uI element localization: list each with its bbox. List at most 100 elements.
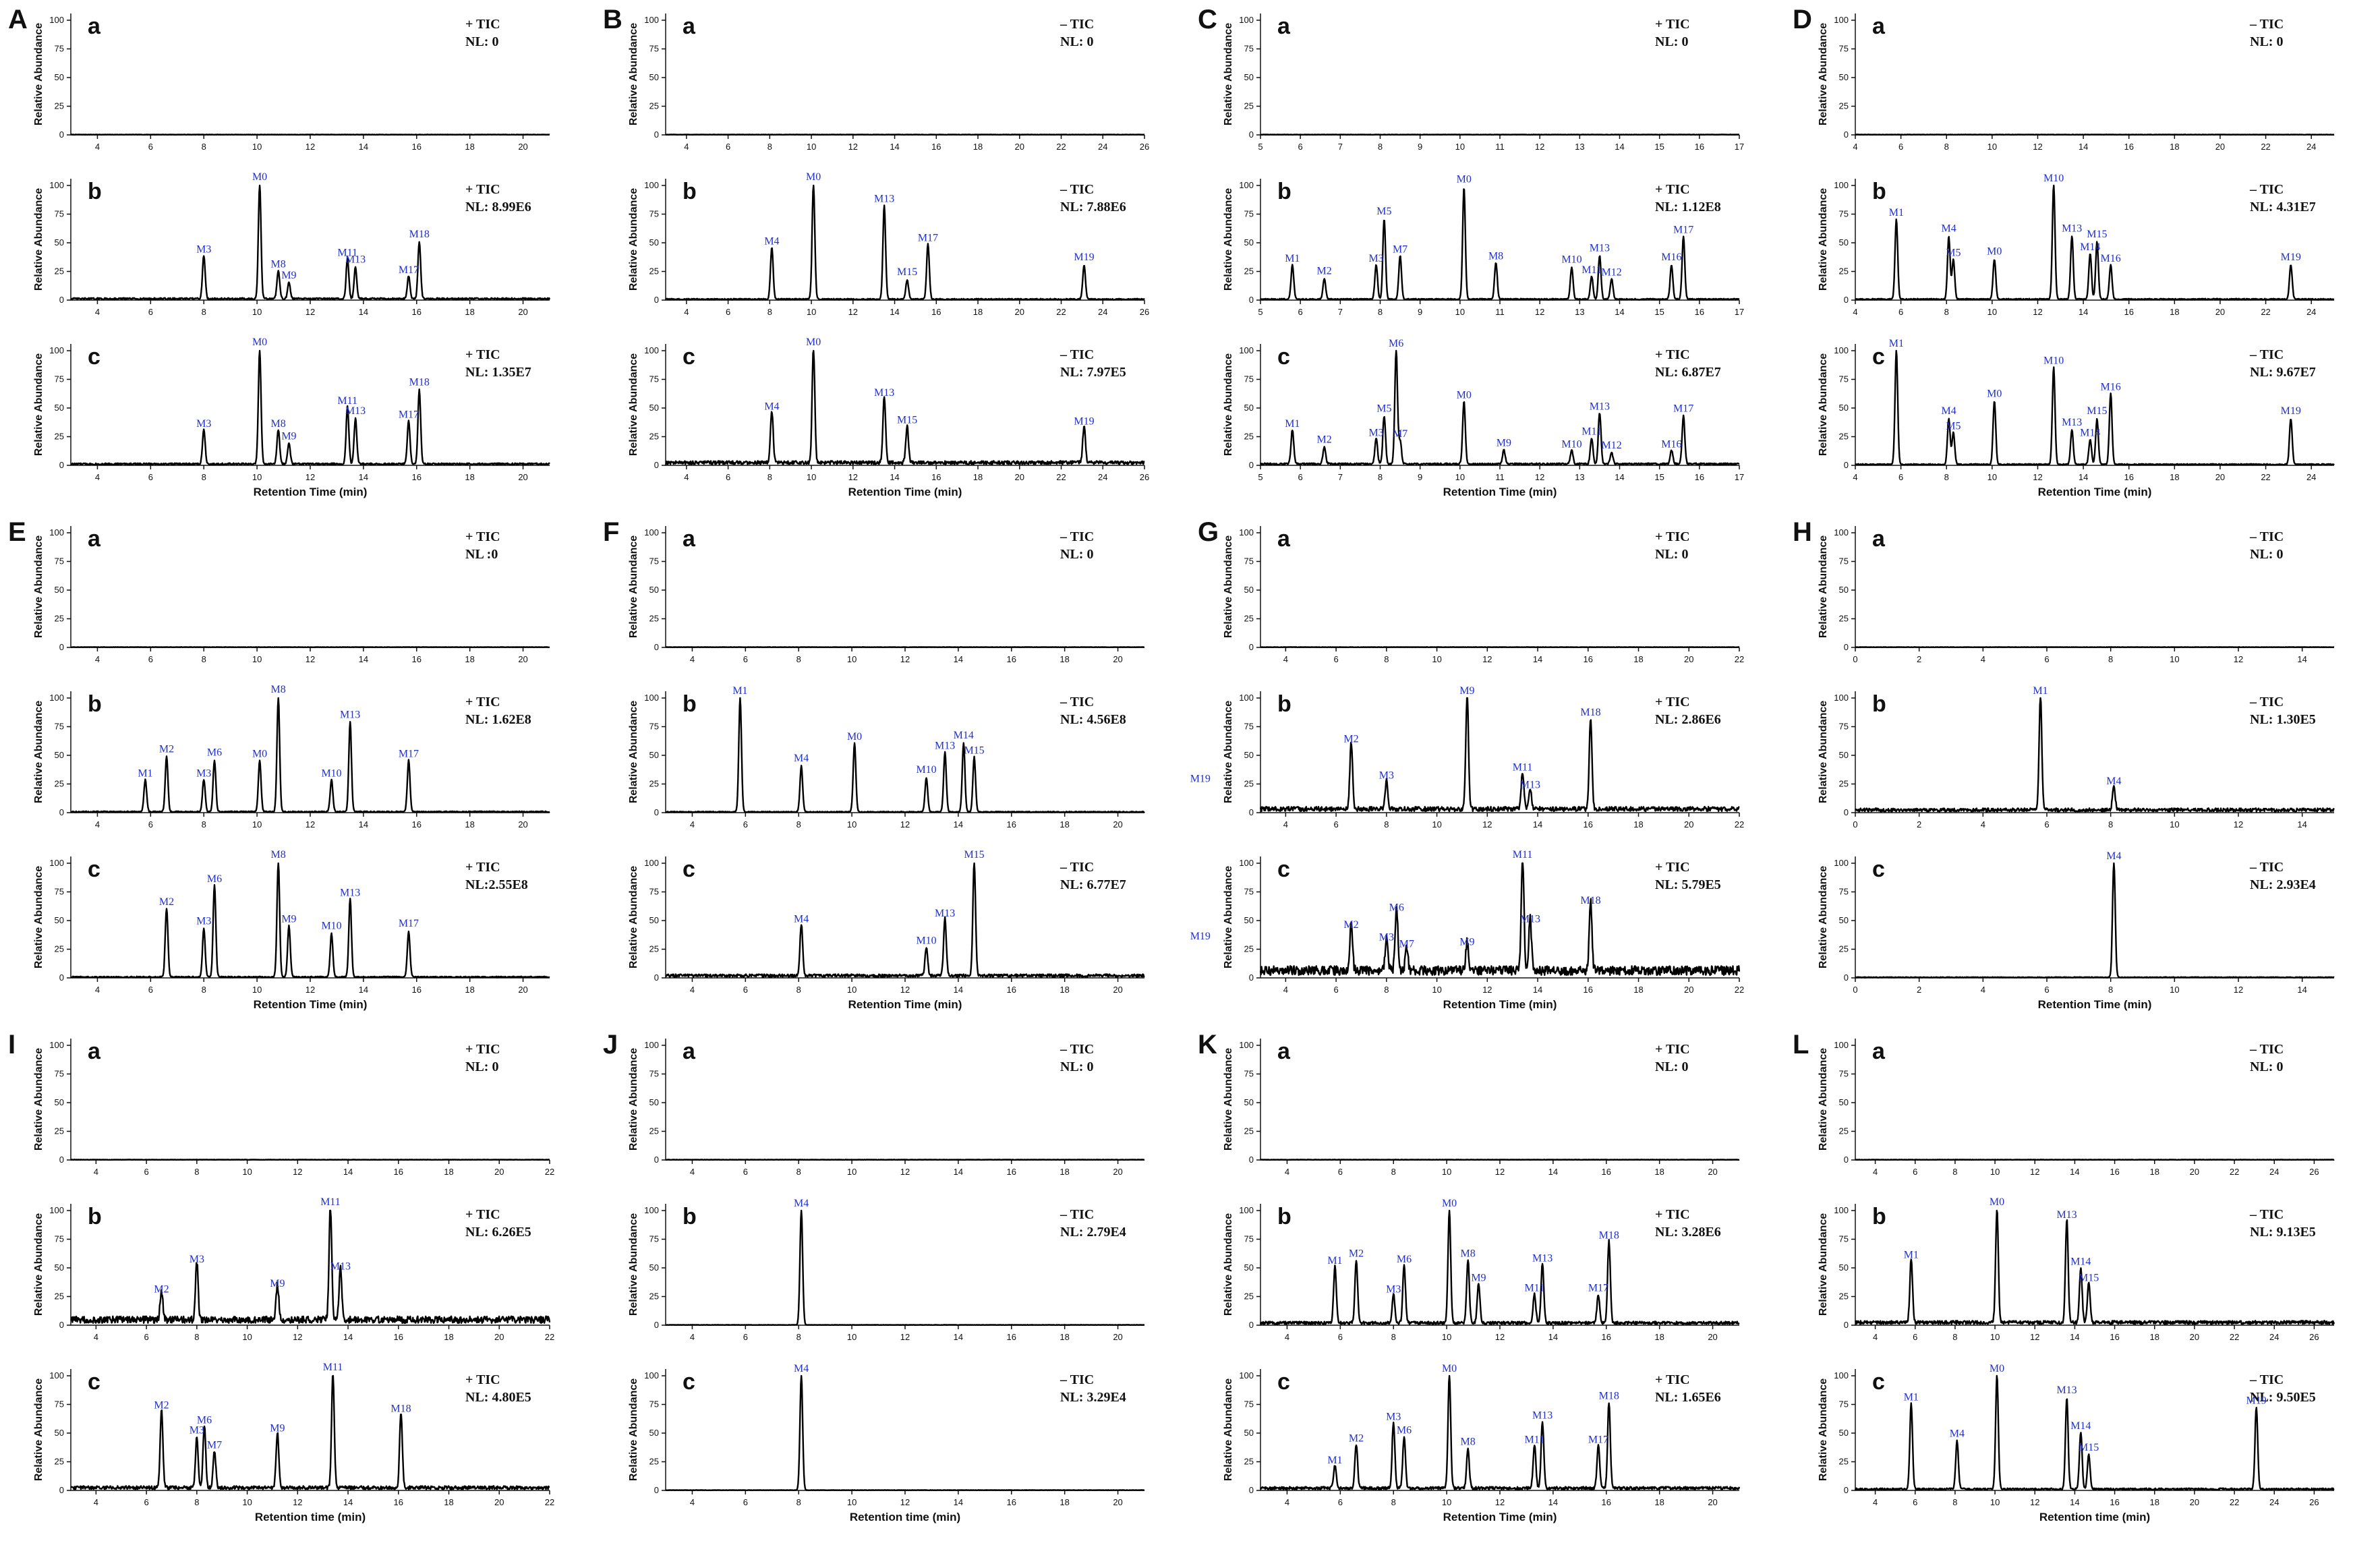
x-tick-label: 6 (148, 142, 153, 152)
peak-label: M19 (1190, 774, 1211, 785)
x-tick-label: 14 (1615, 307, 1624, 317)
peak-label: M16 (1661, 252, 1681, 263)
peak-label: M17 (1673, 225, 1693, 236)
y-tick-label: 75 (55, 374, 64, 384)
x-tick-label: 20 (1113, 1332, 1122, 1342)
x-tick-label: 14 (2070, 1332, 2079, 1342)
y-tick-label: 100 (644, 1040, 659, 1050)
x-tick-label: 12 (2234, 654, 2243, 664)
x-tick-label: 10 (1432, 654, 1441, 664)
x-tick-label: 6 (1898, 142, 1903, 152)
x-tick-label: 12 (1535, 142, 1544, 152)
peak-label: M11 (1581, 426, 1602, 438)
peak-label: M3 (1368, 253, 1383, 264)
subplot-letter: b (1277, 691, 1291, 717)
x-tick-label: 18 (2150, 1332, 2159, 1342)
peak-label: M9 (281, 270, 296, 281)
peak-label: M19 (1190, 931, 1211, 942)
x-tick-label: 16 (2124, 472, 2133, 482)
peak-label: M14 (2070, 1420, 2091, 1432)
y-tick-label: 50 (649, 585, 659, 595)
x-tick-label: 6 (1298, 142, 1303, 152)
panel-label: J (603, 1030, 618, 1059)
x-tick-label: 16 (1695, 472, 1704, 482)
y-tick-label: 0 (654, 642, 659, 652)
peak-label: M4 (1942, 405, 1956, 417)
x-tick-label: 6 (1898, 307, 1903, 317)
y-tick-label: 0 (59, 1485, 64, 1495)
x-tick-label: 12 (2030, 1332, 2039, 1342)
x-tick-label: 5 (1258, 307, 1262, 317)
x-tick-label: 13 (1575, 472, 1584, 482)
y-tick-label: 50 (1839, 585, 1849, 595)
x-tick-label: 8 (202, 142, 206, 152)
x-tick-label: 18 (1060, 819, 1069, 830)
x-tick-label: 16 (394, 1167, 403, 1177)
y-tick-label: 0 (654, 1320, 659, 1330)
axes-frame (665, 179, 1144, 301)
x-tick-label: 12 (306, 985, 315, 995)
x-tick-label: 24 (2269, 1167, 2279, 1177)
y-tick-label: 75 (55, 1234, 64, 1244)
panel-label: B (603, 5, 622, 34)
chromatogram-trace (70, 134, 550, 136)
x-tick-label: 16 (931, 307, 941, 317)
subplot-b: 0 25 50 75 100 4 6 8 10 12 14 16 18 20 22 Relative Abun… (1223, 685, 1744, 830)
chromatogram-trace (1855, 134, 2335, 136)
x-tick-label: 12 (306, 307, 315, 317)
subplot-letter: b (1872, 691, 1886, 717)
peak-label: M3 (1386, 1284, 1401, 1296)
x-tick-label: 4 (95, 654, 100, 664)
x-tick-label: 14 (890, 307, 899, 317)
x-tick-label: 8 (202, 472, 206, 482)
y-axis-label: Relative Abundance (33, 1048, 45, 1151)
subplot-b: 0 25 50 75 100 4 6 8 10 12 14 16 18 20 Relative Abunda… (1223, 1198, 1740, 1342)
peak-label: M13 (874, 194, 894, 205)
peak-label: M1 (1904, 1250, 1919, 1261)
y-tick-label: 100 (1834, 345, 1849, 355)
subplot-c: 0 25 50 75 100 4 6 8 10 12 14 16 18 20 22 24 26 Relative … (1818, 1363, 2335, 1523)
x-tick-label: 22 (1056, 142, 1066, 152)
y-tick-label: 50 (55, 585, 64, 595)
x-tick-label: 10 (1990, 1497, 2000, 1507)
peak-label: M0 (252, 337, 267, 348)
peak-label: M6 (1397, 1425, 1412, 1436)
y-tick-label: 50 (649, 237, 659, 248)
peak-label: M1 (732, 685, 747, 697)
x-tick-label: 16 (1007, 819, 1016, 830)
peak-label: M17 (1588, 1434, 1608, 1445)
normalization-level: NL:2.55E8 (465, 877, 528, 892)
y-axis-label: Relative Abundance (1818, 866, 1829, 968)
x-tick-label: 16 (1584, 985, 1593, 995)
peak-label: M2 (1343, 919, 1358, 931)
peak-label: M2 (1349, 1248, 1364, 1260)
y-tick-label: 100 (644, 1370, 659, 1380)
x-tick-label: 16 (1695, 307, 1704, 317)
x-tick-label: 6 (1913, 1167, 1917, 1177)
x-tick-label: 12 (306, 654, 315, 664)
y-tick-label: 100 (644, 527, 659, 537)
axes-frame (665, 13, 1144, 136)
peak-label: M4 (1942, 223, 1956, 235)
y-tick-label: 50 (1839, 1097, 1849, 1107)
x-tick-label: 11 (1495, 307, 1505, 317)
y-tick-label: 75 (1839, 1234, 1849, 1244)
x-tick-label: 6 (1333, 654, 1338, 664)
subplot-letter: c (1872, 856, 1885, 882)
subplot-a: 0 25 50 75 100 4 6 8 10 12 14 16 18 20 Relative Abunda… (628, 1039, 1145, 1177)
y-axis-label: Relative Abundance (1818, 701, 1829, 803)
x-tick-label: 4 (690, 985, 695, 995)
x-tick-label: 12 (2033, 142, 2042, 152)
y-tick-label: 25 (55, 614, 64, 624)
peak-label: M10 (321, 920, 341, 931)
x-tick-label: 17 (1735, 142, 1744, 152)
x-tick-label: 20 (1113, 985, 1122, 995)
y-tick-label: 100 (1834, 858, 1849, 868)
x-tick-label: 14 (1548, 1497, 1558, 1507)
y-tick-label: 100 (49, 858, 64, 868)
x-tick-label: 14 (343, 1497, 353, 1507)
axes-frame (1855, 1204, 2334, 1326)
